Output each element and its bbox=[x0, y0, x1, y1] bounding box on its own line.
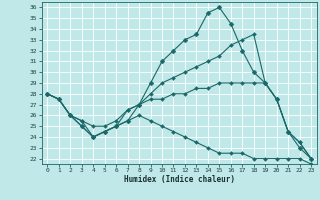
X-axis label: Humidex (Indice chaleur): Humidex (Indice chaleur) bbox=[124, 175, 235, 184]
